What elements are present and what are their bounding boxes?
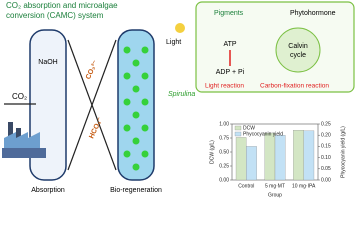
figure: CO₂ absorption and microalgae conversion… [0, 0, 356, 200]
process-box [195, 1, 355, 93]
adp-label: ADP + Pi [216, 69, 245, 76]
cross-arrows [67, 39, 117, 171]
y-tick-label: 0.25 [219, 163, 229, 169]
spirulina-label: Spirulina [168, 91, 195, 98]
bio-label: Bio-regeneration [110, 187, 162, 194]
x-tick-label: Control [238, 183, 254, 189]
calvin-label: Calvin [288, 43, 308, 50]
bio-tube [117, 29, 155, 181]
calvin-label: cycle [290, 52, 306, 59]
y2-tick-label: 0.00 [321, 177, 331, 183]
legend-label: DCW [243, 125, 255, 131]
absorption-label: Absorption [31, 187, 65, 194]
bar [235, 137, 247, 181]
y2-tick-label: 0.10 [321, 155, 331, 161]
y2-tick-label: 0.25 [321, 121, 331, 127]
legend-label: Phycocyanin yield [243, 131, 283, 137]
carbon-fixation-label: Carbon-fixation reaction [260, 83, 329, 90]
phytohormone-label: Phytohormone [290, 10, 336, 17]
legend-swatch [234, 131, 242, 137]
x-tick-label: 10 mg·IPA [292, 183, 316, 189]
title-line: CO₂ absorption and microalgae [6, 1, 118, 10]
calvin-circle [275, 27, 321, 73]
sun-icon [175, 23, 185, 33]
title-line: conversion (CAMC) system [6, 11, 104, 20]
light-reaction-label: Light reaction [205, 83, 244, 90]
bar [246, 146, 257, 181]
y2-tick-label: 0.20 [321, 133, 331, 139]
y-tick-label: 0.75 [219, 135, 229, 141]
bar [303, 130, 315, 181]
co2-label: CO₂ [12, 92, 27, 101]
bar [264, 132, 276, 181]
algae-dots [123, 46, 149, 171]
y2-tick-label: 0.05 [321, 166, 331, 172]
legend-swatch [234, 125, 242, 131]
naoh-label: NaOH [38, 59, 57, 66]
y2-tick-label: 0.15 [321, 144, 331, 150]
bar [293, 130, 304, 181]
y-tick-label: 1.00 [219, 121, 229, 127]
atp-label: ATP [223, 41, 236, 48]
factory-icon [2, 122, 46, 158]
y-tick-label: 0.00 [219, 177, 229, 183]
bar [274, 135, 286, 181]
light-label: Light [166, 39, 181, 46]
x-axis-title: Group [268, 192, 282, 198]
y-tick-label: 0.50 [219, 149, 229, 155]
pigments-label: Pigments [214, 10, 244, 17]
y-axis-title: DCW (g/L) [209, 140, 215, 164]
y2-axis-title: Phycocyanin yield (g/L) [340, 126, 346, 178]
x-tick-label: 5 mg·MT [265, 183, 285, 189]
bar-chart: 0.00 0.25 0.50 0.75 1.00 0.00 0.05 0.10 0.15 0.20… [209, 121, 346, 198]
